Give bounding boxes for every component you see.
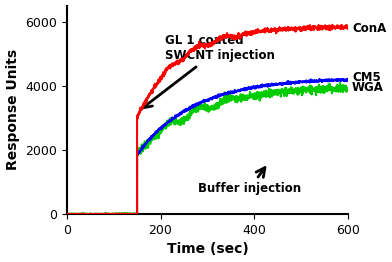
Text: Buffer injection: Buffer injection <box>198 168 301 195</box>
Text: ConA: ConA <box>352 21 386 35</box>
Text: WGA: WGA <box>352 81 384 94</box>
Text: CM5: CM5 <box>352 71 381 84</box>
Text: GL 1 coated
SWCNT injection: GL 1 coated SWCNT injection <box>143 34 275 108</box>
X-axis label: Time (sec): Time (sec) <box>167 242 248 256</box>
Y-axis label: Response Units: Response Units <box>5 49 20 170</box>
